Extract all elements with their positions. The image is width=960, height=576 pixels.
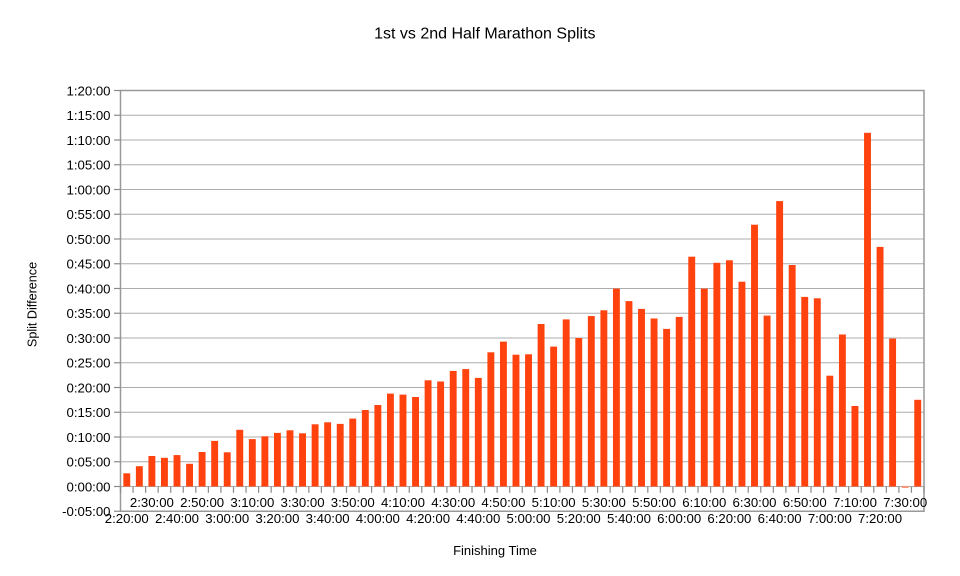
svg-text:0:15:00: 0:15:00 — [67, 405, 111, 420]
svg-text:4:00:00: 4:00:00 — [356, 511, 400, 526]
svg-text:4:20:00: 4:20:00 — [406, 511, 450, 526]
svg-text:Split Difference: Split Difference — [26, 262, 40, 347]
svg-text:0:35:00: 0:35:00 — [67, 306, 111, 321]
svg-text:3:00:00: 3:00:00 — [205, 511, 249, 526]
svg-text:2:20:00: 2:20:00 — [105, 511, 149, 526]
svg-text:3:40:00: 3:40:00 — [306, 511, 350, 526]
svg-text:5:00:00: 5:00:00 — [507, 511, 551, 526]
svg-text:4:30:00: 4:30:00 — [431, 495, 475, 510]
svg-text:5:30:00: 5:30:00 — [582, 495, 626, 510]
svg-text:0:40:00: 0:40:00 — [67, 281, 111, 296]
svg-text:7:00:00: 7:00:00 — [808, 511, 852, 526]
svg-text:6:50:00: 6:50:00 — [783, 495, 827, 510]
svg-text:3:30:00: 3:30:00 — [281, 495, 325, 510]
svg-text:0:45:00: 0:45:00 — [67, 257, 111, 272]
svg-text:6:00:00: 6:00:00 — [657, 511, 701, 526]
svg-text:7:20:00: 7:20:00 — [858, 511, 902, 526]
svg-text:6:40:00: 6:40:00 — [758, 511, 802, 526]
svg-text:0:05:00: 0:05:00 — [67, 455, 111, 470]
svg-text:1:10:00: 1:10:00 — [67, 133, 111, 148]
svg-text:3:20:00: 3:20:00 — [255, 511, 299, 526]
svg-text:0:50:00: 0:50:00 — [67, 232, 111, 247]
svg-text:5:40:00: 5:40:00 — [607, 511, 651, 526]
svg-text:2:40:00: 2:40:00 — [155, 511, 199, 526]
svg-text:5:10:00: 5:10:00 — [532, 495, 576, 510]
svg-text:5:20:00: 5:20:00 — [557, 511, 601, 526]
svg-text:Finishing Time: Finishing Time — [453, 543, 537, 558]
svg-text:0:30:00: 0:30:00 — [67, 331, 111, 346]
svg-text:0:55:00: 0:55:00 — [67, 207, 111, 222]
svg-text:3:50:00: 3:50:00 — [331, 495, 375, 510]
svg-text:1:00:00: 1:00:00 — [67, 182, 111, 197]
svg-text:6:10:00: 6:10:00 — [682, 495, 726, 510]
svg-text:0:00:00: 0:00:00 — [67, 479, 111, 494]
svg-text:1st vs 2nd Half Marathon Split: 1st vs 2nd Half Marathon Splits — [374, 25, 595, 42]
svg-text:1:20:00: 1:20:00 — [67, 83, 111, 98]
svg-text:0:25:00: 0:25:00 — [67, 356, 111, 371]
svg-text:1:15:00: 1:15:00 — [67, 108, 111, 123]
svg-text:1:05:00: 1:05:00 — [67, 158, 111, 173]
svg-text:4:40:00: 4:40:00 — [456, 511, 500, 526]
svg-text:6:20:00: 6:20:00 — [707, 511, 751, 526]
svg-text:-0:05:00: -0:05:00 — [62, 504, 110, 519]
svg-text:0:10:00: 0:10:00 — [67, 430, 111, 445]
svg-text:7:30:00: 7:30:00 — [883, 495, 927, 510]
svg-text:0:20:00: 0:20:00 — [67, 380, 111, 395]
svg-text:4:10:00: 4:10:00 — [381, 495, 425, 510]
svg-text:2:30:00: 2:30:00 — [130, 495, 174, 510]
svg-text:2:50:00: 2:50:00 — [180, 495, 224, 510]
svg-text:4:50:00: 4:50:00 — [481, 495, 525, 510]
svg-text:6:30:00: 6:30:00 — [733, 495, 777, 510]
svg-text:7:10:00: 7:10:00 — [833, 495, 877, 510]
svg-text:3:10:00: 3:10:00 — [230, 495, 274, 510]
svg-text:5:50:00: 5:50:00 — [632, 495, 676, 510]
